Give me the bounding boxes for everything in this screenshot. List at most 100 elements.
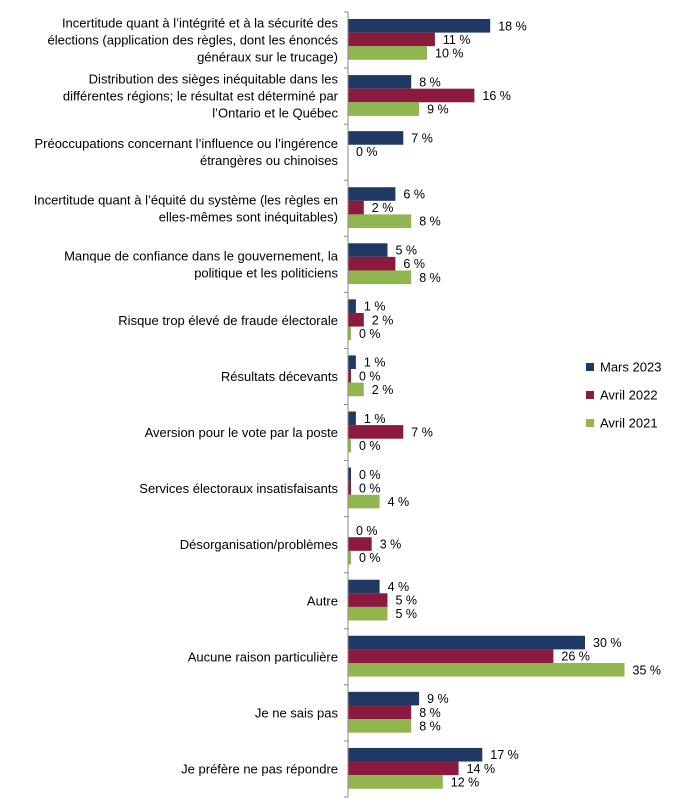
- category-label-line: Désorganisation/problèmes: [180, 537, 339, 552]
- bar-avril-2022: [348, 481, 351, 495]
- bar-mars-2023: [348, 579, 380, 594]
- value-label: 0 %: [359, 369, 381, 383]
- value-label: 6 %: [403, 188, 425, 202]
- value-label: 8 %: [419, 75, 441, 89]
- bar-avril-2022: [348, 425, 404, 439]
- value-label: 18 %: [498, 19, 527, 33]
- bar-mars-2023: [348, 19, 491, 33]
- value-label: 0 %: [359, 327, 381, 341]
- value-label: 2 %: [372, 313, 394, 327]
- value-labels: 18 %11 %10 %8 %16 %9 %7 %0 %6 %2 %8 %5 %…: [356, 19, 661, 789]
- bar-avril-2021: [348, 214, 412, 229]
- bar-mars-2023: [348, 691, 420, 706]
- category-label-line: Préoccupations concernant l’influence ou…: [34, 136, 338, 151]
- value-label: 8 %: [419, 271, 441, 285]
- bar-mars-2023: [348, 747, 483, 762]
- value-label: 8 %: [419, 215, 441, 229]
- category-label-line: Incertitude quant à l’intégrité et à la …: [62, 16, 339, 31]
- category-label: Distribution des sièges inéquitable dans…: [63, 72, 339, 121]
- category-label-line: Je préfère ne pas répondre: [181, 761, 338, 776]
- legend-label: Avril 2021: [600, 416, 658, 431]
- bar-avril-2022: [348, 32, 435, 47]
- category-label-line: étrangères ou chinoises: [200, 153, 339, 168]
- bar-avril-2021: [348, 270, 412, 285]
- value-label: 2 %: [372, 383, 394, 397]
- category-label: Préoccupations concernant l’influence ou…: [34, 136, 338, 168]
- category-label: Aversion pour le vote par la poste: [145, 425, 338, 440]
- value-label: 0 %: [359, 468, 381, 482]
- category-label: Services électoraux insatisfaisants: [139, 481, 338, 496]
- value-label: 1 %: [364, 300, 386, 314]
- bar-avril-2021: [348, 662, 625, 677]
- bar-avril-2022: [348, 649, 554, 663]
- legend: Mars 2023 Avril 2022 Avril 2021: [586, 360, 661, 431]
- bar-avril-2022: [348, 537, 372, 551]
- legend-swatch: [586, 419, 594, 427]
- legend-swatch: [586, 363, 594, 371]
- bar-mars-2023: [348, 355, 356, 370]
- bar-avril-2021: [348, 46, 427, 60]
- bar-avril-2021: [348, 494, 380, 509]
- category-label: Autre: [307, 593, 338, 608]
- value-label: 5 %: [396, 607, 418, 621]
- category-label: Je ne sais pas: [255, 705, 339, 720]
- y-axis-ticks: [344, 11, 348, 798]
- category-label-line: l’Ontario et le Québec: [212, 106, 338, 121]
- value-label: 8 %: [419, 719, 441, 733]
- bar-mars-2023: [348, 299, 356, 313]
- bar-avril-2021: [348, 326, 351, 341]
- value-label: 8 %: [419, 706, 441, 720]
- bar-avril-2022: [348, 200, 364, 215]
- value-label: 6 %: [403, 257, 425, 271]
- bar-avril-2021: [348, 775, 443, 789]
- category-label-line: Distribution des sièges inéquitable dans…: [89, 72, 339, 87]
- value-label: 2 %: [372, 201, 394, 215]
- bars: [348, 19, 625, 789]
- category-label: Résultats décevants: [221, 369, 339, 384]
- bar-avril-2022: [348, 369, 351, 383]
- bar-avril-2022: [348, 256, 396, 271]
- bar-avril-2021: [348, 438, 351, 453]
- category-label-line: elles-mêmes sont inéquitables): [159, 209, 338, 224]
- value-label: 0 %: [359, 439, 381, 453]
- value-label: 16 %: [482, 89, 511, 103]
- category-label-line: Résultats décevants: [221, 369, 339, 384]
- value-label: 26 %: [561, 650, 590, 664]
- category-label: Je préfère ne pas répondre: [181, 761, 338, 776]
- bar-mars-2023: [348, 467, 351, 482]
- value-label: 7 %: [411, 425, 433, 439]
- bar-avril-2022: [348, 88, 475, 103]
- value-label: 1 %: [364, 412, 386, 426]
- value-label: 12 %: [451, 775, 480, 789]
- bar-avril-2022: [348, 593, 388, 607]
- category-label-line: différentes régions; le résultat est dét…: [63, 89, 339, 104]
- category-label: Manque de confiance dans le gouvernement…: [64, 248, 339, 280]
- value-label: 14 %: [467, 762, 496, 776]
- value-label: 0 %: [359, 551, 381, 565]
- value-label: 4 %: [388, 495, 410, 509]
- category-label-line: généraux sur le trucage): [197, 50, 338, 65]
- value-label: 1 %: [364, 356, 386, 370]
- bar-mars-2023: [348, 131, 404, 145]
- bar-avril-2022: [348, 312, 364, 327]
- legend-label: Avril 2022: [600, 388, 658, 403]
- bar-avril-2022: [348, 705, 412, 720]
- value-label: 4 %: [388, 580, 410, 594]
- bar-avril-2021: [348, 550, 351, 565]
- value-label: 35 %: [633, 663, 662, 677]
- category-label: Incertitude quant à l’intégrité et à la …: [47, 16, 338, 65]
- bar-mars-2023: [348, 243, 388, 257]
- category-label-line: Je ne sais pas: [255, 705, 339, 720]
- category-label-line: Services électoraux insatisfaisants: [139, 481, 338, 496]
- value-label: 0 %: [359, 481, 381, 495]
- bar-mars-2023: [348, 187, 396, 201]
- category-label-line: Autre: [307, 593, 338, 608]
- category-label: Désorganisation/problèmes: [180, 537, 339, 552]
- value-label: 11 %: [443, 33, 471, 47]
- bar-mars-2023: [348, 635, 585, 650]
- category-label-line: politique et les politiciens: [194, 265, 338, 280]
- category-label: Aucune raison particulière: [188, 649, 338, 664]
- value-label: 30 %: [593, 636, 622, 650]
- bar-mars-2023: [348, 75, 412, 89]
